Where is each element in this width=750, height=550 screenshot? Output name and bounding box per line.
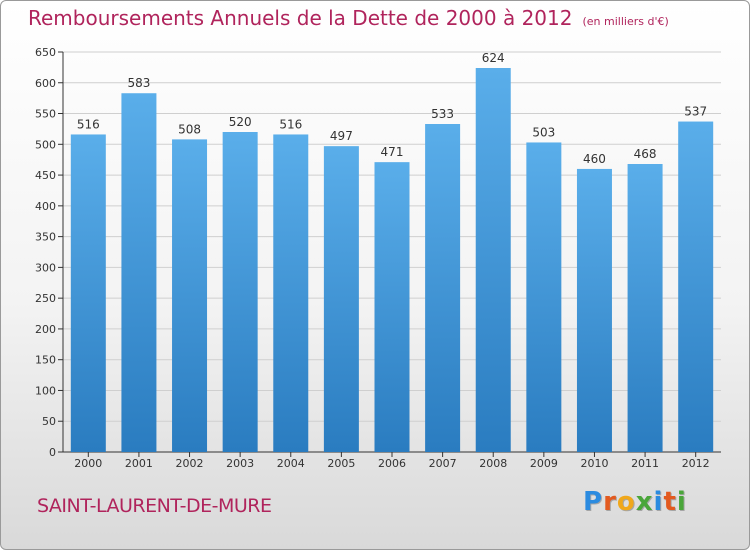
y-tick-label-500: 500 [35,138,56,151]
bar-2000 [70,134,106,452]
x-tick-label-2010: 2010 [580,457,608,470]
data-label-2008: 624 [482,51,505,65]
bar-2005 [323,146,359,452]
data-label-2007: 533 [431,107,454,121]
logo-letter: i [653,487,664,517]
x-tick-label-2005: 2005 [327,457,355,470]
bar-2010 [576,168,612,452]
y-tick-label-400: 400 [35,200,56,213]
data-label-2001: 583 [127,76,150,90]
x-tick-label-2003: 2003 [226,457,254,470]
bar-2004 [273,134,309,452]
bar-2011 [627,164,663,452]
logo-letter: i [676,487,687,517]
bar-2007 [425,124,461,452]
logo-letter: o [616,487,636,517]
y-tick-label-100: 100 [35,384,56,397]
place-name: SAINT-LAURENT-DE-MURE [37,495,272,517]
data-label-2000: 516 [77,117,100,131]
bar-2002 [172,139,208,452]
chart-title: Remboursements Annuels de la Dette de 20… [28,6,669,30]
data-label-2011: 468 [634,147,657,161]
data-labels: 516 583 508 520 516 497 471 533 624 503 460 468 537 [77,51,707,166]
x-tick-label-2002: 2002 [176,457,204,470]
data-label-2003: 520 [229,115,252,129]
data-label-2012: 537 [684,105,707,119]
chart-title-text: Remboursements Annuels de la Dette de 20… [28,6,573,30]
y-tick-label-650: 650 [35,46,56,59]
x-tick-label-2000: 2000 [74,457,102,470]
y-tick-label-600: 600 [35,77,56,90]
bar-2009 [526,142,562,452]
y-tick-label-300: 300 [35,261,56,274]
data-label-2002: 508 [178,122,201,136]
data-label-2004: 516 [279,117,302,131]
x-tick-label-2001: 2001 [125,457,153,470]
y-tick-label-550: 550 [35,108,56,121]
chart-unit-subtitle: (en milliers d'€) [582,15,669,28]
bar-2012 [678,121,714,453]
y-tick-label-200: 200 [35,323,56,336]
data-label-2005: 497 [330,129,353,143]
y-tick-label-150: 150 [35,354,56,367]
y-tick-label-50: 50 [42,415,56,428]
logo-letter: t [663,487,677,517]
data-label-2010: 460 [583,152,606,166]
y-tick-label-350: 350 [35,231,56,244]
x-tick-label-2009: 2009 [530,457,558,470]
x-tick-label-2008: 2008 [479,457,507,470]
data-label-2006: 471 [381,145,404,159]
bar-2001 [121,93,157,452]
bars [70,68,714,453]
x-tick-label-2006: 2006 [378,457,406,470]
data-label-2009: 503 [532,125,555,139]
logo-letter: r [603,487,617,517]
logo-letter: x [635,487,654,517]
bar-2006 [374,162,410,452]
x-tick-label-2004: 2004 [277,457,305,470]
x-tick-label-2007: 2007 [429,457,457,470]
x-tick-label-2011: 2011 [631,457,659,470]
y-tick-label-250: 250 [35,292,56,305]
x-tick-label-2012: 2012 [682,457,710,470]
proxiti-logo[interactable]: Proxiti [583,487,687,517]
logo-letter: P [583,487,604,517]
bar-2008 [475,68,511,452]
y-tick-label-450: 450 [35,169,56,182]
bar-2003 [222,132,258,452]
y-tick-label-0: 0 [49,446,56,459]
